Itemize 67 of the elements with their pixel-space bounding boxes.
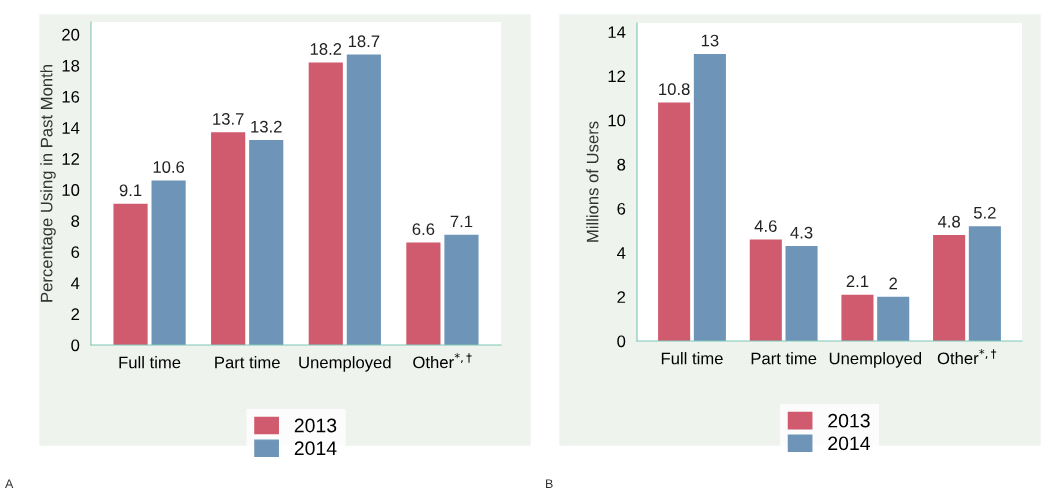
data-label: 5.2 bbox=[973, 206, 996, 219]
bar bbox=[693, 53, 726, 341]
y-tick-label: 10 bbox=[608, 114, 626, 127]
bar bbox=[658, 102, 691, 341]
bar bbox=[211, 132, 246, 345]
data-label: 2 bbox=[889, 277, 898, 290]
x-tick-label: Full time bbox=[661, 352, 723, 365]
y-axis-title: Millions of Users bbox=[586, 121, 599, 242]
legend-label: 2014 bbox=[828, 436, 871, 451]
y-tick-label: 12 bbox=[608, 70, 626, 83]
legend-label: 2014 bbox=[294, 441, 337, 456]
data-label: 4.6 bbox=[754, 220, 777, 232]
bar bbox=[877, 296, 910, 341]
y-tick-label: 6 bbox=[71, 246, 80, 259]
y-tick-label: 4 bbox=[617, 247, 626, 259]
bar bbox=[249, 140, 284, 345]
y-tick-label: 8 bbox=[617, 158, 626, 171]
data-label: 7.1 bbox=[450, 215, 473, 228]
y-tick-label: 6 bbox=[617, 202, 626, 215]
y-tick-label: 14 bbox=[62, 122, 80, 134]
y-tick-label: 8 bbox=[71, 215, 80, 227]
y-axis-title: Percentage Using in Past Month bbox=[40, 65, 56, 302]
data-label: 2.1 bbox=[846, 275, 869, 287]
x-tick-label: Unemployed bbox=[299, 356, 391, 372]
bar bbox=[968, 226, 1001, 341]
bar bbox=[444, 234, 479, 345]
y-tick-label: 4 bbox=[71, 277, 80, 289]
bar bbox=[933, 235, 966, 341]
x-tick-label: Part time bbox=[751, 352, 817, 365]
y-tick-label: 2 bbox=[617, 291, 626, 303]
y-tick-label: 0 bbox=[71, 339, 80, 352]
bar bbox=[841, 294, 874, 341]
x-tick-label: Other$^{*,†}$ bbox=[413, 353, 472, 369]
data-label: 9.1 bbox=[119, 184, 142, 197]
data-label: 10.8 bbox=[659, 83, 690, 96]
bar bbox=[113, 203, 148, 345]
legend-label: 2013 bbox=[294, 418, 337, 433]
y-tick-label: 12 bbox=[62, 153, 80, 165]
bar bbox=[749, 239, 782, 341]
data-label: 4.8 bbox=[937, 215, 960, 228]
bar bbox=[308, 62, 343, 345]
x-tick-label: Part time bbox=[215, 356, 280, 369]
y-tick-label: 20 bbox=[62, 28, 80, 41]
text: A bbox=[5, 479, 14, 488]
legend-label: 2013 bbox=[828, 413, 870, 428]
data-label: 13.2 bbox=[251, 120, 282, 133]
y-tick-label: 16 bbox=[62, 90, 80, 103]
data-label: 4.3 bbox=[790, 226, 813, 239]
data-label: 6.6 bbox=[412, 223, 435, 236]
y-tick-label: 14 bbox=[608, 26, 626, 38]
x-tick-label: Full time bbox=[119, 356, 181, 369]
data-label: 13 bbox=[701, 34, 719, 47]
bar bbox=[151, 180, 186, 345]
y-tick-label: 10 bbox=[62, 184, 80, 196]
bar bbox=[785, 246, 818, 341]
bar bbox=[346, 54, 381, 345]
x-tick-label: Other$^{*,†}$ bbox=[937, 349, 997, 365]
y-tick-label: 0 bbox=[617, 335, 626, 348]
y-tick-label: 2 bbox=[71, 308, 80, 320]
data-label: 18.2 bbox=[310, 43, 342, 55]
text: B bbox=[546, 479, 553, 488]
bar bbox=[406, 242, 441, 345]
x-tick-label: Unemployed bbox=[829, 352, 922, 368]
y-tick-label: 18 bbox=[62, 59, 80, 72]
data-label: 10.6 bbox=[153, 161, 185, 173]
data-label: 18.7 bbox=[348, 35, 380, 48]
data-label: 13.7 bbox=[213, 112, 244, 125]
